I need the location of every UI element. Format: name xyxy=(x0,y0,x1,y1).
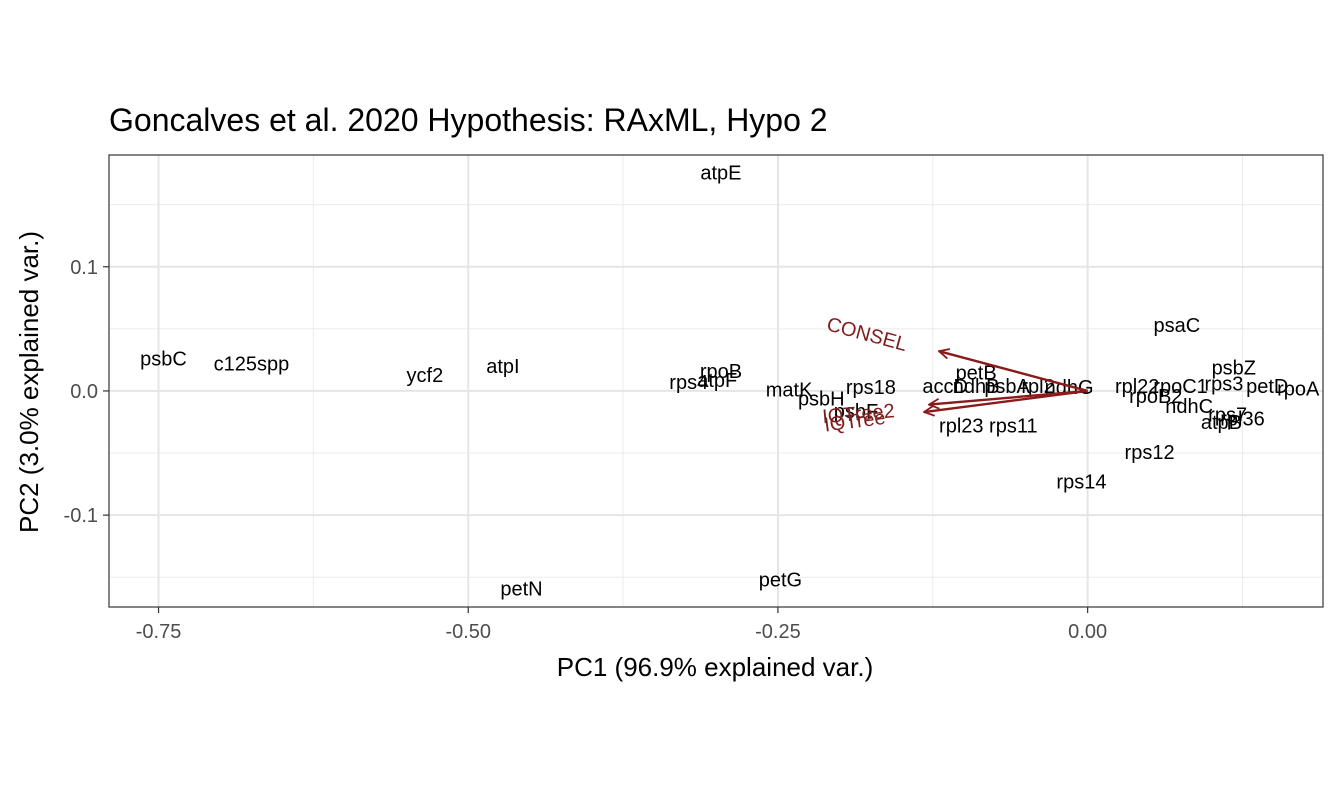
point-label: rpl2 xyxy=(1021,376,1054,398)
x-tick-label: 0.00 xyxy=(1068,621,1107,643)
point-label: rps14 xyxy=(1056,472,1106,494)
point-label: rps18 xyxy=(846,377,896,399)
point-label: rps12 xyxy=(1125,442,1175,464)
point-label: rpoC1 xyxy=(1153,376,1207,398)
point-label: psbH xyxy=(798,388,845,410)
point-label: ycf2 xyxy=(407,365,444,387)
point-label: petB xyxy=(956,362,997,384)
point-label: petG xyxy=(759,570,802,592)
point-label: rpoB2 xyxy=(1129,386,1182,408)
point-label: atpI xyxy=(486,356,519,378)
point-label: rps4 xyxy=(669,372,708,394)
y-axis-title: PC2 (3.0% explained var.) xyxy=(14,231,44,533)
point-label: petN xyxy=(500,578,542,600)
chart-title: Goncalves et al. 2020 Hypothesis: RAxML,… xyxy=(109,102,828,138)
point-label: rps3 xyxy=(1204,373,1243,395)
point-label: atpB xyxy=(1201,412,1242,434)
point-label: rpl22 xyxy=(1115,376,1159,398)
point-label: rpl36 xyxy=(1220,408,1264,430)
point-label: matK xyxy=(766,380,813,402)
point-label: petD xyxy=(1246,376,1288,398)
point-label: psbF xyxy=(834,401,878,423)
point-label: psbC xyxy=(140,349,187,371)
loading-arrow xyxy=(924,389,1088,412)
x-tick-label: -0.50 xyxy=(445,621,491,643)
x-axis-title: PC1 (96.9% explained var.) xyxy=(557,652,874,682)
point-label: rps7 xyxy=(1208,405,1247,427)
point-label: atpF xyxy=(697,370,737,392)
point-label: rpoB xyxy=(700,361,742,383)
point-label: atpE xyxy=(700,162,741,184)
point-label: accD xyxy=(922,376,968,398)
point-label: rpl23 xyxy=(939,416,983,438)
point-label: psaC xyxy=(1153,315,1200,337)
x-tick-label: -0.25 xyxy=(755,621,801,643)
point-label: ndhB xyxy=(953,376,1000,398)
y-tick-label: -0.1 xyxy=(64,505,98,527)
point-label: psbZ xyxy=(1212,357,1256,379)
loading-arrow xyxy=(939,351,1088,393)
point-label: rps11 xyxy=(989,416,1038,438)
point-label: rpoA xyxy=(1277,378,1320,400)
point-label: c125spp xyxy=(214,354,290,376)
panel-border xyxy=(108,154,1324,608)
point-label: ndhC xyxy=(1165,396,1213,418)
point-label: psbA xyxy=(984,376,1030,398)
y-tick-label: 0.1 xyxy=(70,257,98,279)
x-tick-label: -0.75 xyxy=(136,621,182,643)
y-tick-label: 0.0 xyxy=(70,381,98,403)
